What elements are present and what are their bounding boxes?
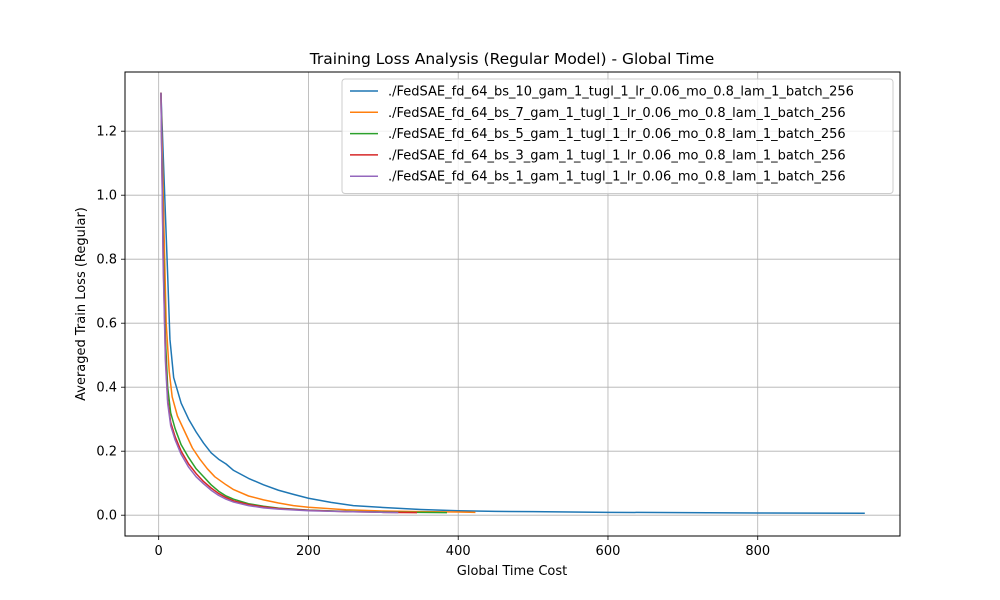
series-line-1 [160,92,865,515]
x-axis-label: Global Time Cost [457,564,567,579]
legend: ./FedSAE_fd_64_bs_10_gam_1_tugl_1_lr_0.0… [341,78,894,194]
chart-title: Training Loss Analysis (Regular Model) -… [309,50,715,68]
x-tick-label: 0 [155,544,163,559]
y-tick-label: 0.6 [96,317,117,332]
series-layer [160,92,865,515]
y-axis: 0.0 0.2 0.4 0.6 0.8 1.0 1.2 [96,125,125,524]
x-tick-label: 200 [296,544,321,559]
y-tick-label: 1.0 [96,189,117,204]
x-tick-label: 400 [446,544,471,559]
x-tick-label: 800 [745,544,770,559]
y-tick-label: 0.8 [96,253,117,268]
plot-frame [124,71,901,537]
x-axis: 0 200 400 600 800 [155,536,770,559]
legend-box [341,78,894,194]
legend-entry: ./FedSAE_fd_64_bs_3_gam_1_tugl_1_lr_0.06… [388,148,846,163]
series-line-2 [160,92,476,514]
legend-entry: ./FedSAE_fd_64_bs_10_gam_1_tugl_1_lr_0.0… [388,85,854,100]
y-axis-label: Averaged Train Loss (Regular) [74,207,89,401]
y-tick-label: 0.4 [96,381,117,396]
y-tick-label: 0.2 [96,445,117,460]
series-line-5 [160,92,399,514]
legend-entry: ./FedSAE_fd_64_bs_7_gam_1_tugl_1_lr_0.06… [388,106,846,121]
y-tick-label: 1.2 [96,125,117,140]
y-tick-label: 0.0 [96,509,117,524]
legend-entry: ./FedSAE_fd_64_bs_5_gam_1_tugl_1_lr_0.06… [388,127,846,142]
x-tick-label: 600 [596,544,621,559]
legend-entry: ./FedSAE_fd_64_bs_1_gam_1_tugl_1_lr_0.06… [388,170,846,185]
